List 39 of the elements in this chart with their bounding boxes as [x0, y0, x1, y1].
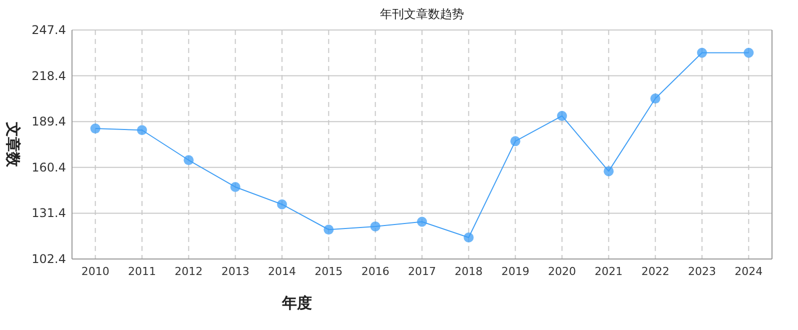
x-tick-label: 2018	[454, 265, 483, 278]
x-tick-label: 2011	[128, 265, 156, 278]
point	[557, 110, 567, 121]
point	[744, 48, 754, 58]
x-tick-label: 2017	[408, 265, 436, 278]
point	[510, 136, 520, 146]
point	[370, 221, 380, 232]
y-tick-label: 131.4	[32, 206, 66, 220]
x-tick-label: 2021	[594, 265, 623, 278]
x-tick-label: 2024	[734, 265, 763, 278]
x-tick-label: 2010	[81, 265, 110, 278]
y-tick-label: 218.4	[32, 68, 66, 83]
point	[417, 216, 427, 227]
y-tick-label: 160.4	[32, 160, 66, 174]
point	[697, 48, 707, 58]
point	[324, 224, 334, 235]
x-tick-label: 2015	[314, 265, 343, 278]
x-tick-label: 2020	[548, 265, 576, 278]
x-tick-label: 2016	[361, 265, 390, 278]
point	[137, 125, 147, 136]
point	[230, 182, 240, 192]
point	[184, 155, 194, 166]
x-tick-label: 2013	[221, 265, 250, 278]
point	[650, 94, 660, 104]
point	[90, 124, 100, 134]
x-axis-title: 年度	[281, 294, 312, 312]
x-tick-label: 2022	[641, 265, 670, 278]
y-tick-label: 102.4	[32, 252, 66, 266]
x-tick-label: 2019	[501, 265, 530, 278]
chart-title: 年刊文章数趋势	[380, 7, 464, 21]
y-axis-title: 文章数	[4, 121, 22, 168]
x-tick-label: 2014	[268, 265, 296, 278]
x-tick-label: 2023	[688, 265, 716, 278]
y-tick-label: 189.4	[32, 114, 66, 129]
y-tick-label: 247.4	[32, 23, 66, 37]
point	[464, 232, 474, 243]
point	[277, 199, 287, 210]
x-tick-label: 2012	[174, 265, 203, 278]
point	[604, 166, 614, 176]
